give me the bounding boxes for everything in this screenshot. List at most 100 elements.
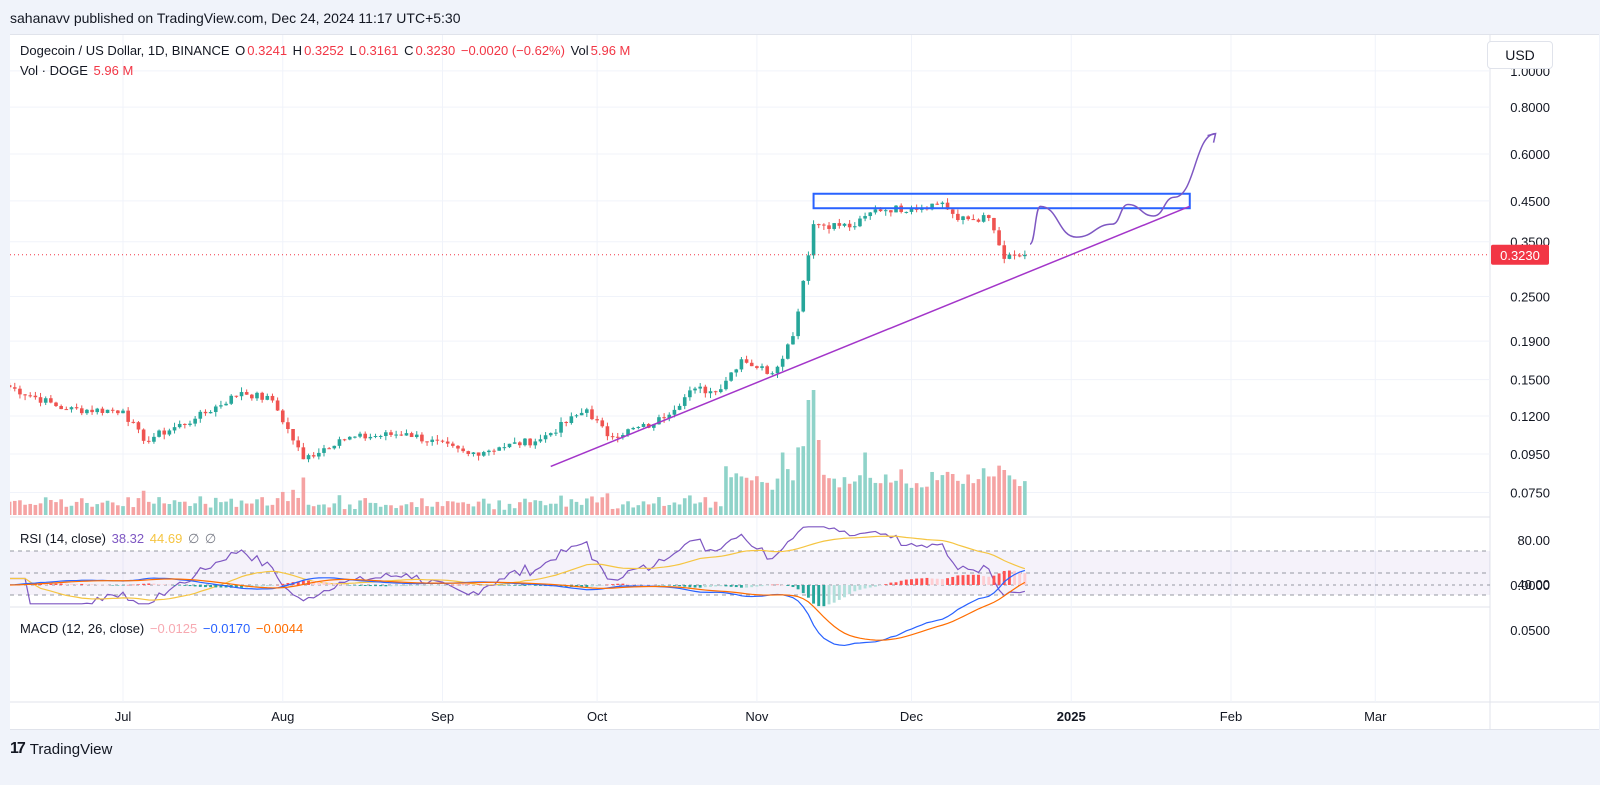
volume-bar [827,478,831,515]
volume-bar [961,483,965,515]
rsi-ma-value: 44.69 [149,531,183,546]
candle-body [141,429,146,441]
volume-bar [378,506,383,515]
volume-bar [100,502,105,515]
volume-bar [394,508,398,515]
volume-bar [518,502,522,515]
volume-bar [878,483,883,515]
volume-bar [337,495,342,515]
volume-bar [940,475,945,515]
volume-bar [286,501,290,515]
candle-body [559,422,563,433]
candle-body [703,386,708,394]
close-value: 0.3230 [415,43,456,58]
macd-histogram-bar [910,579,913,585]
support-trendline [550,205,1191,468]
currency-button[interactable]: USD [1487,41,1553,69]
macd-histogram-bar [951,576,955,585]
macd-histogram-bar [1013,570,1016,585]
price-legend: Dogecoin / US Dollar, 1D, BINANCE O 0.324… [20,43,632,58]
volume-bar [451,501,455,515]
volume-bar [126,497,130,515]
macd-histogram-bar [137,584,140,585]
chart-frame[interactable]: 1.0000 0.8000 0.6000 0.4500 0.3500 0.2500 0.19… [10,34,1599,730]
macd-histogram-bar [64,583,68,585]
footer-brand[interactable]: TradingView [29,740,113,758]
candle-body [229,395,234,404]
volume-bar [347,504,352,515]
volume-bar [775,478,780,515]
candle-body [976,219,981,222]
macd-histogram-bar [703,585,707,588]
macd-histogram-bar [167,584,171,586]
price-tick-label: 0.0950 [1510,447,1550,462]
macd-panel [10,569,1490,647]
candle-body [652,424,656,428]
volume-bar [95,504,100,515]
macd-label[interactable]: MACD (12, 26, close) [20,621,145,636]
candle-body [775,366,780,374]
volume-bar [811,390,816,515]
volume-bar [574,501,579,515]
candle-body [152,436,156,442]
macd-histogram-bar [982,576,986,585]
candle-body [852,226,857,228]
volume-bar [157,497,161,515]
candle-body [1023,254,1027,257]
volume-bar [626,501,630,515]
volume-bar [409,502,414,515]
candle-body [1017,255,1022,257]
candle-body [497,447,502,451]
macd-histogram-bar [420,585,424,586]
volume-bar [414,507,419,515]
rsi-line [10,526,1026,605]
volume-bar [435,501,440,515]
macd-histogram-bar [801,585,805,594]
volume-bar [291,489,295,515]
candle-body [23,394,27,396]
candle-body [512,442,517,444]
candle-body [131,421,136,423]
chart-canvas[interactable]: 1.00000.80000.60000.45000.35000.25000.19… [10,35,1599,729]
volume-bar [765,482,769,515]
candle-body [208,412,213,414]
symbol-title[interactable]: Dogecoin / US Dollar, 1D, BINANCE [20,43,230,58]
volume-bar [863,452,867,515]
candle-body [631,427,635,430]
rsi-label[interactable]: RSI (14, close) [20,531,106,546]
time-tick-label: 2025 [1057,709,1086,724]
time-tick-label: Feb [1220,709,1242,724]
macd-histogram-bar [415,585,419,586]
candle-body [368,436,373,439]
candle-body [59,406,63,410]
volume-bar [172,500,177,515]
tradingview-logo-icon[interactable]: 17 [10,740,26,757]
macd-histogram-bar [518,585,522,586]
volume-bar [167,504,172,515]
macd-histogram-bar [265,585,269,587]
volume-bar [497,500,502,515]
macd-histogram-bar [240,585,243,588]
high-value: 0.3252 [304,43,344,58]
candle-body [657,417,661,425]
volume-bar [213,497,218,515]
volume-bar [976,479,981,515]
candle-body [353,436,357,438]
candle-body [863,216,867,219]
candle-body [832,223,836,229]
volume-bar [296,497,301,515]
macd-histogram-bar [889,582,893,585]
candle-body [698,386,702,389]
candle-body [682,397,687,406]
volume-bar [456,502,460,515]
volume-bar [791,480,795,515]
macd-histogram-bar [791,585,795,588]
volume-bar [69,505,74,515]
candle-body [74,407,79,409]
candle-body [935,203,940,205]
candle-body [966,216,970,220]
macd-histogram-bar [621,583,625,585]
volume-bar [816,440,821,515]
volume-bar [481,498,486,515]
candle-body [811,224,816,256]
